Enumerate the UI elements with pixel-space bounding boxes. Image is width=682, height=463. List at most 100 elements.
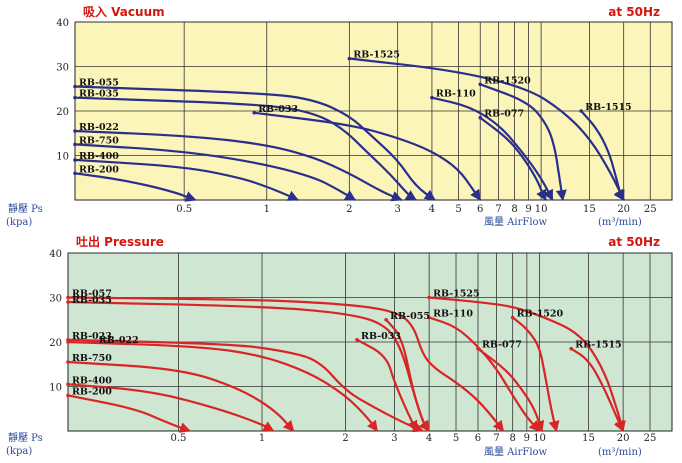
y-axis-label: 靜壓 Ps	[8, 431, 43, 444]
series-label: RB-1520	[484, 75, 531, 86]
x-tick-label: 20	[617, 204, 630, 215]
series-label: RB-055	[390, 311, 430, 322]
x-tick-label: 9	[524, 433, 530, 444]
series-line-rb-1515	[580, 110, 625, 201]
series-start-point	[478, 115, 483, 120]
series-line-rb-1515	[570, 347, 625, 432]
y-axis-unit: (kpa)	[6, 217, 32, 228]
x-tick-label: 6	[477, 204, 483, 215]
series-label: RB-055	[79, 78, 119, 89]
series-line-rb-035	[74, 96, 417, 201]
x-tick-label: 5	[453, 433, 459, 444]
x-tick-label: 7	[493, 433, 499, 444]
x-tick-label: 3	[394, 204, 400, 215]
y-tick-label: 10	[56, 152, 69, 163]
series-start-point	[252, 110, 257, 115]
series-label: RB-033	[258, 104, 298, 115]
series-start-point	[384, 317, 388, 322]
chart-title: 吐出 Pressure	[76, 234, 164, 249]
series-start-point	[66, 340, 70, 344]
series-start-point	[569, 346, 573, 351]
series-label: RB-750	[79, 135, 119, 146]
series-line-rb-200	[74, 172, 197, 202]
series-label: RB-035	[79, 89, 119, 100]
series-line-rb-1520	[512, 316, 560, 433]
series-label: RB-023	[72, 331, 112, 342]
series-start-point	[66, 295, 70, 300]
series-line-rb-057	[67, 296, 505, 432]
series-line-rb-750	[74, 143, 357, 201]
x-tick-label: 7	[495, 204, 501, 215]
chart-subtitle: at 50Hz	[608, 235, 660, 249]
chart-subtitle: at 50Hz	[608, 5, 660, 19]
series-line-rb-055	[385, 319, 430, 432]
series-line-rb-033	[356, 338, 418, 432]
series-label: RB-110	[436, 89, 476, 100]
y-tick-label: 10	[49, 383, 62, 394]
series-label: RB-1525	[433, 289, 479, 300]
series-label: RB-400	[72, 375, 112, 386]
series-start-point	[510, 315, 515, 320]
series-start-point	[66, 360, 70, 364]
series-start-point	[66, 382, 70, 387]
chart-title: 吸入 Vacuum	[83, 5, 165, 19]
series-start-point	[73, 95, 77, 100]
x-tick-label: 10	[535, 204, 548, 215]
series-line-rb-033	[254, 111, 482, 201]
series-line-rb-022	[74, 129, 403, 202]
y-axis-label: 靜壓 Ps	[8, 202, 43, 215]
series-start-point	[66, 300, 70, 304]
series-line-rb-200	[67, 394, 191, 433]
series-start-point	[478, 82, 483, 87]
x-tick-label: 10	[533, 433, 546, 444]
x-axis-unit: (m³/min)	[598, 217, 642, 228]
series-start-point	[427, 295, 431, 300]
x-tick-label: 0.5	[170, 433, 186, 444]
series-line-rb-023	[67, 338, 424, 433]
x-tick-label: 20	[617, 433, 630, 444]
y-axis-unit: (kpa)	[6, 446, 32, 457]
y-tick-label: 30	[56, 63, 69, 74]
series-line-rb-750	[67, 360, 295, 432]
series-start-point	[579, 109, 583, 113]
x-tick-label: 8	[511, 204, 517, 215]
x-tick-label: 3	[391, 433, 397, 444]
series-label: RB-057	[72, 289, 112, 300]
series-label: RB-077	[484, 109, 524, 120]
series-label: RB-750	[72, 353, 112, 364]
x-tick-label: 15	[582, 433, 595, 444]
series-start-point	[73, 158, 77, 162]
series-label: RB-200	[79, 164, 119, 175]
y-tick-label: 20	[49, 338, 62, 349]
x-tick-label: 2	[342, 433, 348, 444]
series-line-rb-022	[67, 340, 379, 432]
series-line-rb-1525	[429, 296, 626, 433]
x-tick-label: 15	[583, 204, 596, 215]
x-tick-label: 2	[346, 204, 352, 215]
x-tick-label: 4	[426, 433, 432, 444]
x-tick-label: 1	[264, 204, 270, 215]
series-line-rb-110	[428, 316, 541, 432]
series-label: RB-077	[482, 340, 522, 351]
x-tick-label: 5	[455, 204, 461, 215]
series-line-rb-077	[479, 116, 547, 201]
x-axis-label: 風量 AirFlow	[484, 216, 548, 228]
series-line-rb-400	[74, 158, 299, 201]
series-line-rb-400	[67, 383, 275, 432]
series-line-rb-077	[477, 347, 545, 433]
x-tick-label: 4	[429, 204, 435, 215]
series-line-rb-110	[431, 96, 554, 201]
series-line-rb-1525	[349, 57, 625, 201]
y-tick-label: 30	[49, 294, 62, 305]
series-start-point	[73, 129, 77, 133]
series-start-point	[430, 95, 434, 100]
series-start-point	[66, 393, 70, 398]
x-tick-label: 6	[475, 433, 481, 444]
series-start-point	[73, 142, 77, 147]
series-line-rb-055	[74, 85, 436, 201]
y-tick-label: 20	[56, 107, 69, 118]
x-tick-label: 0.5	[176, 204, 192, 215]
